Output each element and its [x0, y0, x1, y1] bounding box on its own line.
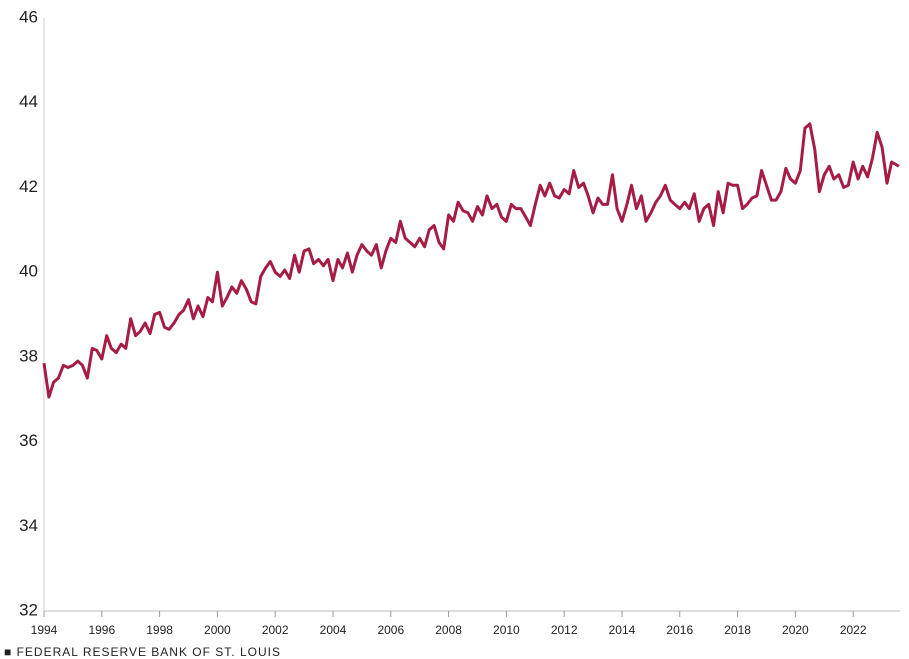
x-tick-label: 2018: [724, 623, 751, 637]
y-tick-label: 34: [19, 516, 38, 535]
x-tick-label: 2020: [782, 623, 809, 637]
x-tick-label: 1998: [146, 623, 173, 637]
y-tick-label: 44: [19, 92, 38, 111]
y-tick-label: 46: [19, 7, 38, 26]
x-tick-label: 1996: [88, 623, 115, 637]
x-tick-label: 2012: [551, 623, 578, 637]
x-tick-label: 2010: [493, 623, 520, 637]
x-tick-label: 2016: [666, 623, 693, 637]
y-tick-label: 40: [19, 262, 38, 281]
x-tick-label: 2022: [840, 623, 867, 637]
line: [42, 122, 900, 399]
x-tick-label: 2000: [204, 623, 231, 637]
x-tick-label: 2002: [262, 623, 289, 637]
x-tick-label: 2008: [435, 623, 462, 637]
y-tick-label: 32: [19, 600, 38, 619]
x-tick-label: 2004: [320, 623, 347, 637]
x-tick-label: 2006: [377, 623, 404, 637]
x-tick-label: 1994: [31, 623, 58, 637]
y-tick-label: 38: [19, 346, 38, 365]
y-tick-label: 42: [19, 177, 38, 196]
y-tick-label: 36: [19, 431, 38, 450]
x-tick-label: 2014: [609, 623, 636, 637]
source: ■ FEDERAL RESERVE BANK OF ST. LOUIS: [4, 645, 281, 659]
